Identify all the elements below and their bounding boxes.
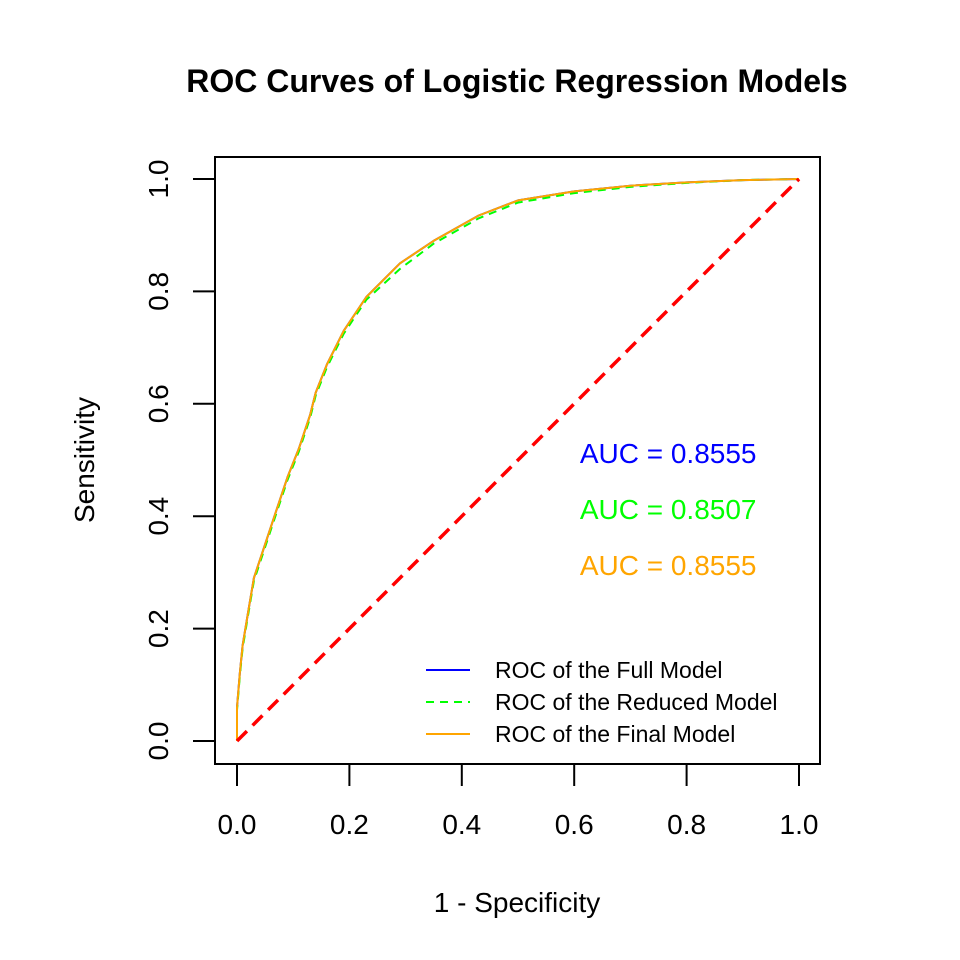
x-tick-label: 0.0 bbox=[218, 809, 257, 840]
legend-label: ROC of the Final Model bbox=[495, 721, 735, 747]
y-tick-label: 0.0 bbox=[143, 722, 174, 761]
x-tick-label: 1.0 bbox=[780, 809, 819, 840]
reference-diagonal bbox=[235, 177, 801, 743]
x-tick-label: 0.8 bbox=[667, 809, 706, 840]
auc-label: AUC = 0.8555 bbox=[580, 438, 757, 469]
auc-label: AUC = 0.8507 bbox=[580, 494, 757, 525]
auc-annotations: AUC = 0.8555 AUC = 0.8507 AUC = 0.8555 bbox=[580, 438, 757, 581]
auc-label: AUC = 0.8555 bbox=[580, 550, 757, 581]
y-tick-label: 1.0 bbox=[143, 160, 174, 199]
chart-title: ROC Curves of Logistic Regression Models bbox=[186, 63, 847, 99]
x-tick-label: 0.4 bbox=[442, 809, 481, 840]
x-axis: 0.0 0.2 0.4 0.6 0.8 1.0 bbox=[218, 763, 819, 840]
legend-label: ROC of the Full Model bbox=[495, 657, 723, 683]
y-tick-label: 0.2 bbox=[143, 609, 174, 648]
legend: ROC of the Full Model ROC of the Reduced … bbox=[426, 657, 778, 747]
legend-label: ROC of the Reduced Model bbox=[495, 689, 778, 715]
x-tick-label: 0.2 bbox=[330, 809, 369, 840]
series-layer bbox=[235, 177, 801, 743]
x-tick-label: 0.6 bbox=[555, 809, 594, 840]
y-axis: 0.0 0.2 0.4 0.6 0.8 1.0 bbox=[143, 160, 216, 761]
x-axis-label: 1 - Specificity bbox=[434, 887, 601, 918]
roc-line-final bbox=[236, 178, 800, 741]
y-tick-label: 0.8 bbox=[143, 272, 174, 311]
y-tick-label: 0.6 bbox=[143, 384, 174, 423]
y-tick-label: 0.4 bbox=[143, 497, 174, 536]
y-axis-label: Sensitivity bbox=[69, 397, 100, 523]
